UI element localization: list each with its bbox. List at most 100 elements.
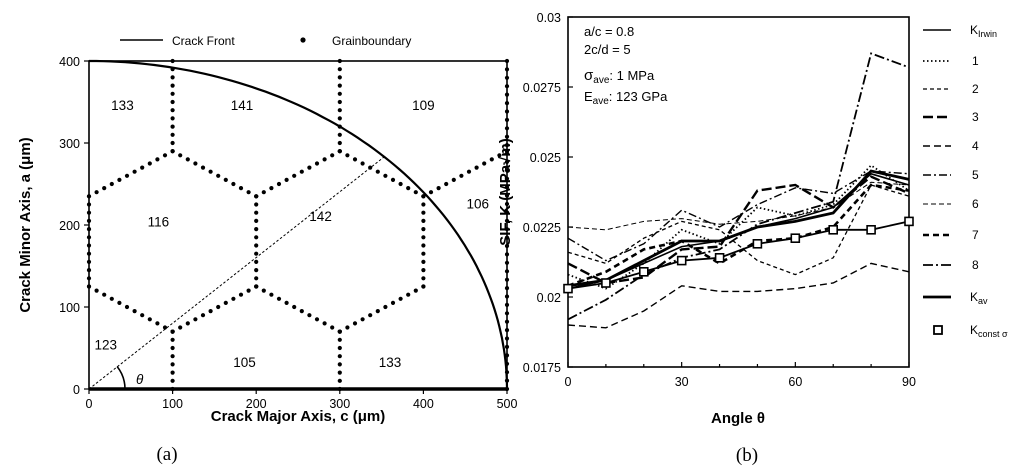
series-line-7 [567,181,910,231]
grainboundary-dot [147,161,152,166]
grainboundary-dot [132,169,137,174]
grainboundary-dot [223,300,228,305]
x-axis-label-a: Crack Major Axis, c (μm) [211,408,386,425]
legend-item-label: 2 [972,82,979,96]
grainboundary-dot [193,161,198,166]
grainboundary-dot [337,83,342,88]
grainboundary-dot [421,218,426,223]
grainboundary-dot [421,259,426,264]
grainboundary-dot [390,177,396,182]
series-line-5 [567,262,910,329]
plot-frame-b [567,16,910,368]
grainboundary-dot [140,313,145,318]
annotation-2c-d: 2c/d = 5 [584,42,631,57]
annotation-e: Eave: 123 GPa [584,89,668,107]
grainboundary-dot [337,67,342,72]
axis-ticks-b: 0 30 60 90 0.0175 0.02 0.0225 0.025 0.0275 0.03 [523,11,916,389]
grainboundary-dot [254,194,259,199]
grainboundary-dot [413,190,418,195]
grain-number-label: 106 [466,197,489,212]
grain-numbers: 133 141 109 106 116 142 123 105 133 [94,98,489,370]
legend-kconst-label-main: K [970,323,978,337]
grainboundary-dot [292,304,297,310]
x-axis-label-b: Angle θ [711,410,765,427]
grainboundary-dot [368,313,373,318]
legend-item-label: 5 [972,168,979,182]
annotation-sigma: σave: 1 MPa [584,67,655,86]
grainboundary-dot [421,235,426,240]
angle-label: θ [136,372,144,387]
y-tick-label: 0.0175 [523,361,561,375]
legend-item-label: 7 [972,228,979,242]
series-line-9 [567,52,910,321]
grainboundary-dot [482,161,487,166]
y-tick-label: 300 [59,137,80,151]
legend-kconst-label: Kconst σ [970,323,1008,339]
grainboundary-dot [155,321,160,326]
kconst-square-marker [563,283,573,294]
grainboundary-dot [170,91,175,96]
y-tick-label: 0.0275 [523,81,561,95]
grainboundary-dot [193,317,198,322]
grainboundary-dot [170,345,175,351]
grainboundary-dot [276,296,282,301]
grainboundary-dot [337,75,342,80]
grainboundary-dot [170,370,175,375]
grainboundary-dot [246,288,251,293]
angle-line [88,156,385,390]
kconst-square-marker [601,278,611,288]
grainboundary-dot [337,149,342,154]
grainboundary-dot [322,321,327,326]
y-tick-label: 100 [59,301,80,315]
legend-kconst-marker [933,325,943,335]
grainboundary-dot [428,190,434,195]
panel-a: θ 0 100 200 300 400 500 0 100 200 300 400 133 141 10… [17,34,517,465]
grainboundary-dot [398,181,403,187]
grainboundary-dot [124,304,130,310]
grainboundary-dot [345,153,350,158]
grainboundary-dot [140,165,145,170]
grainboundary-dot [124,173,130,178]
series-line-3 [567,184,910,276]
annotation-e-value: : 123 GPa [609,89,668,104]
grainboundary-dot [398,296,403,301]
grainboundary-dot [444,181,449,187]
kconst-square-marker [752,239,763,249]
grainboundary-dot [109,296,114,301]
grainboundary-dot [421,284,426,289]
grainboundary-dot [170,140,175,146]
grainboundary-dot [162,153,168,158]
legend-grainboundary-label: Grainboundary [332,34,411,48]
grainboundary-dot [170,124,175,129]
grainboundary-dot [307,165,312,170]
grainboundary-dot [337,337,342,342]
grainboundary-dot [421,243,426,248]
legend-kconst-label-sub: const σ [978,329,1008,339]
grainboundary-dot [200,313,206,318]
grainboundary-dot [421,210,426,215]
kconst-square-marker [866,225,876,235]
kconst-square-marker [828,225,839,235]
grainboundary-dot [406,186,411,191]
grainboundary-dot [352,157,358,162]
y-axis-label-a: Crack Minor Axis, a (μm) [17,137,34,312]
grainboundary-dot [208,309,213,314]
x-tick-label: 300 [329,397,350,411]
grainboundary-dot [216,173,221,178]
grainboundary-dot [170,83,175,88]
grainboundary-dot [254,259,259,264]
grainboundary-dot [322,157,327,162]
grainboundary-dot [254,218,259,223]
grainboundary-dot [330,325,335,330]
grainboundary-dot [421,227,426,232]
legend-kirwin-label-sub: Irwin [978,29,997,39]
kconst-square-marker [904,216,914,227]
grainboundary-dot [94,190,99,195]
grainboundary-dot [102,292,107,297]
annotation-sigma-symbol: σ [584,67,594,84]
grainboundary-dot [231,181,236,187]
legend-crack-front-label: Crack Front [172,34,235,48]
grainboundary-dot [170,329,175,334]
y-tick-label: 0 [73,383,80,397]
